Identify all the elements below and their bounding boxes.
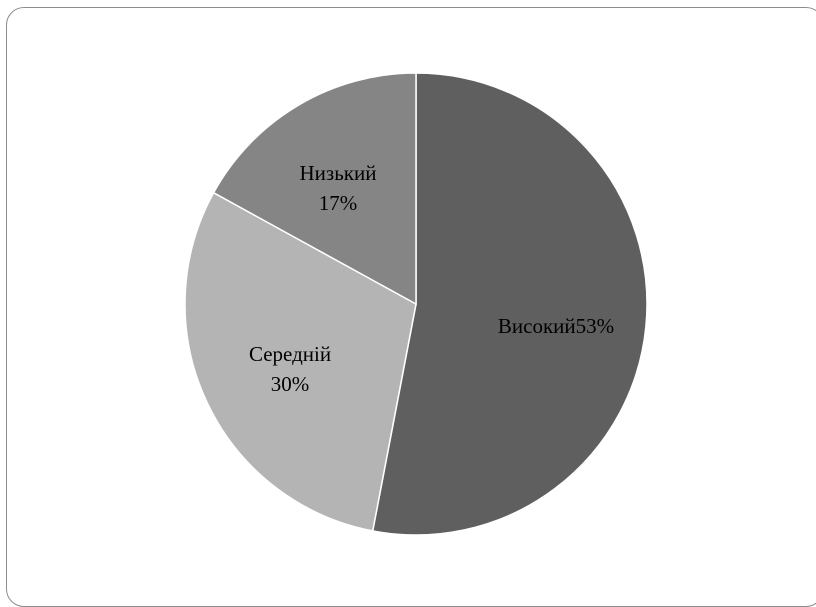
pie-slices (184, 72, 648, 536)
slice-label-2: Середній 30% (249, 342, 331, 396)
pie-labels: Високий53% Середній 30% Низький 17% (249, 161, 614, 396)
slice-label-line: Високий53% (498, 314, 614, 338)
pie-slice-3 (212, 72, 417, 306)
slice-label-3: Низький 17% (300, 161, 377, 215)
pie-slice-2 (184, 191, 417, 532)
slice-label-line: Середній (249, 342, 331, 366)
slice-label-1: Високий53% (498, 314, 614, 338)
slice-label-line: 17% (319, 191, 358, 215)
slice-label-line: 30% (271, 372, 310, 396)
slice-label-line: Низький (300, 161, 377, 185)
pie-slice-1 (371, 72, 648, 536)
